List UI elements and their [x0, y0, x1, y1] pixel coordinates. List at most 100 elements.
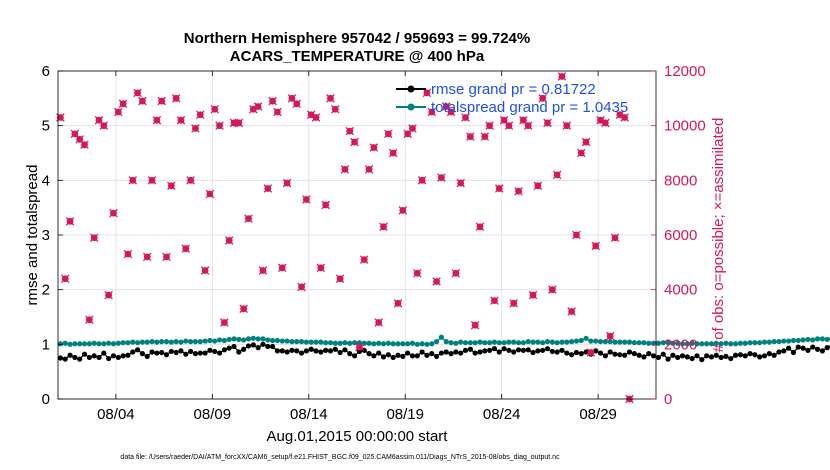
totalspread-point	[188, 339, 194, 345]
rmse-point	[747, 351, 753, 357]
totalspread-point	[139, 339, 145, 345]
totalspread-point	[255, 336, 261, 342]
rmse-point	[101, 350, 107, 356]
totalspread-point	[544, 339, 551, 345]
totalspread-point	[525, 339, 531, 345]
totalspread-point	[583, 335, 589, 341]
totalspread-point	[718, 341, 724, 347]
totalspread-point	[506, 339, 512, 345]
rmse-point	[810, 344, 816, 350]
rmse-point	[371, 353, 377, 359]
rmse-point	[597, 350, 604, 356]
totalspread-point	[771, 339, 777, 345]
totalspread-point	[245, 336, 252, 342]
rmse-point	[245, 343, 252, 349]
rmse-point	[800, 345, 806, 351]
totalspread-point	[376, 340, 382, 346]
obs-assimilated-point	[345, 126, 355, 136]
obs-assimilated-point	[268, 96, 277, 106]
totalspread-point	[361, 340, 367, 346]
totalspread-point	[810, 337, 816, 343]
totalspread-point	[236, 336, 242, 343]
rmse-point	[689, 355, 695, 362]
rmse-point	[443, 349, 449, 355]
rmse-point	[757, 354, 763, 360]
totalspread-point	[154, 339, 160, 345]
obs-assimilated-point	[99, 121, 109, 130]
rmse-point	[549, 348, 555, 355]
legend-rmse-marker	[407, 85, 415, 93]
totalspread-point	[501, 340, 507, 346]
totalspread-point	[101, 341, 107, 347]
totalspread-point	[323, 340, 329, 346]
y2-tick-label: 2000	[664, 336, 697, 353]
obs-assimilated-point	[138, 96, 147, 106]
rmse-point	[530, 349, 536, 356]
rmse-point	[159, 349, 165, 356]
rmse-point	[525, 347, 531, 353]
totalspread-point	[96, 341, 102, 347]
rmse-point	[467, 346, 473, 352]
rmse-point	[395, 352, 401, 358]
rmse-point	[732, 352, 739, 358]
totalspread-point	[81, 341, 88, 347]
rmse-point	[289, 347, 295, 353]
obs-assimilated-point	[374, 318, 383, 327]
rmse-point	[91, 353, 97, 359]
totalspread-point	[168, 339, 174, 345]
rmse-point	[168, 348, 174, 355]
totalspread-point	[786, 338, 792, 344]
totalspread-point	[453, 340, 459, 346]
totalspread-point	[660, 340, 666, 346]
totalspread-point	[814, 336, 821, 342]
totalspread-point	[824, 336, 830, 343]
totalspread-point	[183, 338, 189, 344]
rmse-point	[718, 354, 724, 361]
totalspread-point	[670, 340, 676, 346]
obs-assimilated-point	[244, 214, 253, 223]
obs-assimilated-point	[538, 94, 547, 103]
x-tick-label: 08/14	[290, 406, 328, 423]
totalspread-point	[163, 339, 170, 345]
rmse-point	[583, 349, 589, 355]
totalspread-point	[617, 339, 623, 345]
rmse-point	[163, 352, 170, 358]
obs-assimilated-point	[302, 195, 311, 204]
obs-assimilated-point	[210, 105, 219, 114]
totalspread-point	[433, 339, 440, 345]
rmse-point	[819, 348, 825, 354]
rmse-point	[424, 352, 430, 358]
rmse-point	[173, 349, 179, 356]
obs-assimilated-point	[65, 217, 75, 226]
rmse-point	[419, 349, 425, 355]
x-tick-label: 08/29	[579, 406, 617, 423]
y-tick-label: 4	[42, 172, 50, 189]
totalspread-point	[265, 337, 271, 343]
obs-assimilated-point	[548, 285, 557, 294]
totalspread-point	[390, 341, 396, 347]
rmse-point	[414, 353, 420, 359]
obs-assimilated-point	[89, 233, 99, 242]
rmse-point	[708, 354, 715, 360]
rmse-point	[130, 349, 136, 355]
totalspread-point	[226, 336, 232, 343]
chart-subtitle: ACARS_TEMPERATURE @ 400 hPa	[230, 48, 485, 65]
totalspread-point	[607, 339, 613, 345]
rmse-point	[274, 348, 281, 354]
rmse-point	[723, 353, 729, 359]
rmse-point	[347, 351, 353, 357]
totalspread-point	[655, 340, 662, 346]
totalspread-point	[713, 340, 719, 346]
rmse-point	[115, 354, 121, 361]
rmse-point	[197, 350, 203, 356]
obs-assimilated-point	[186, 176, 195, 185]
obs-assimilated-point	[321, 200, 330, 210]
rmse-point	[67, 352, 73, 358]
rmse-point	[125, 352, 131, 358]
totalspread-point	[790, 337, 797, 344]
totalspread-point	[559, 339, 565, 345]
x-tick-label: 08/09	[194, 406, 232, 423]
rmse-point	[448, 351, 454, 357]
